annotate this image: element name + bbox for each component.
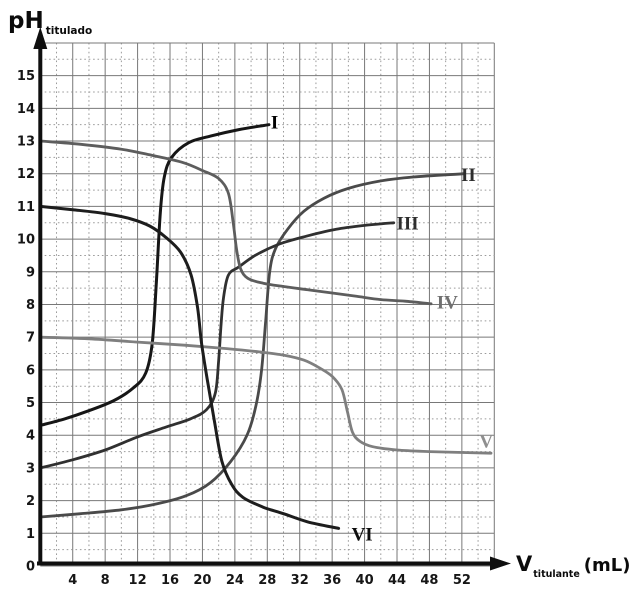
y-tick-label-12: 12 bbox=[17, 167, 35, 182]
y-tick-label-2: 2 bbox=[26, 494, 35, 509]
y-tick-label-14: 14 bbox=[17, 102, 35, 117]
x-tick-label-16: 16 bbox=[161, 573, 179, 588]
curve-label-IV: IV bbox=[437, 292, 458, 313]
curve-IV bbox=[38, 139, 433, 306]
y-tick-label-6: 6 bbox=[26, 363, 35, 378]
x-tick-label-40: 40 bbox=[356, 573, 374, 588]
y-tick-label-11: 11 bbox=[17, 200, 35, 215]
curve-label-II: II bbox=[461, 165, 476, 186]
x-tick-label-36: 36 bbox=[323, 573, 341, 588]
y-tick-label-4: 4 bbox=[26, 429, 35, 444]
x-tick-label-52: 52 bbox=[453, 573, 471, 588]
x-axis-title: Vtitulante (mL) bbox=[516, 552, 630, 580]
y-tick-label-0: 0 bbox=[26, 560, 35, 575]
x-axis-arrowhead-icon bbox=[490, 556, 511, 571]
curves bbox=[38, 123, 493, 530]
y-tick-label-5: 5 bbox=[26, 396, 35, 411]
curve-label-VI: VI bbox=[352, 524, 373, 545]
axes bbox=[33, 27, 511, 571]
y-tick-label-10: 10 bbox=[17, 233, 35, 248]
y-axis-title: pH titulado bbox=[8, 8, 92, 37]
y-tick-label-3: 3 bbox=[26, 461, 35, 476]
curve-label-I: I bbox=[271, 113, 278, 134]
x-tick-label-12: 12 bbox=[129, 573, 147, 588]
x-tick-label-8: 8 bbox=[101, 573, 110, 588]
curve-label-V: V bbox=[479, 432, 493, 453]
x-tick-label-28: 28 bbox=[258, 573, 276, 588]
curve-V bbox=[38, 335, 493, 455]
x-tick-label-44: 44 bbox=[388, 573, 406, 588]
y-tick-label-7: 7 bbox=[26, 331, 35, 346]
x-tick-label-24: 24 bbox=[226, 573, 244, 588]
curve-VI bbox=[38, 204, 341, 530]
x-tick-labels: 4 8 12 16 20 24 28 32 36 40 44 48 52 bbox=[68, 573, 471, 588]
y-tick-label-1: 1 bbox=[26, 527, 35, 542]
y-axis-arrowhead-icon bbox=[33, 27, 48, 49]
x-tick-label-4: 4 bbox=[68, 573, 77, 588]
y-tick-label-15: 15 bbox=[17, 69, 35, 84]
y-tick-label-8: 8 bbox=[26, 298, 35, 313]
curve-I bbox=[38, 123, 271, 427]
y-tick-label-9: 9 bbox=[26, 265, 35, 280]
x-tick-label-20: 20 bbox=[193, 573, 211, 588]
x-tick-label-32: 32 bbox=[291, 573, 309, 588]
curve-III bbox=[38, 221, 396, 470]
x-tick-label-48: 48 bbox=[420, 573, 438, 588]
y-tick-label-13: 13 bbox=[17, 135, 35, 150]
curve-II bbox=[38, 172, 466, 519]
curve-label-III: III bbox=[396, 213, 418, 234]
